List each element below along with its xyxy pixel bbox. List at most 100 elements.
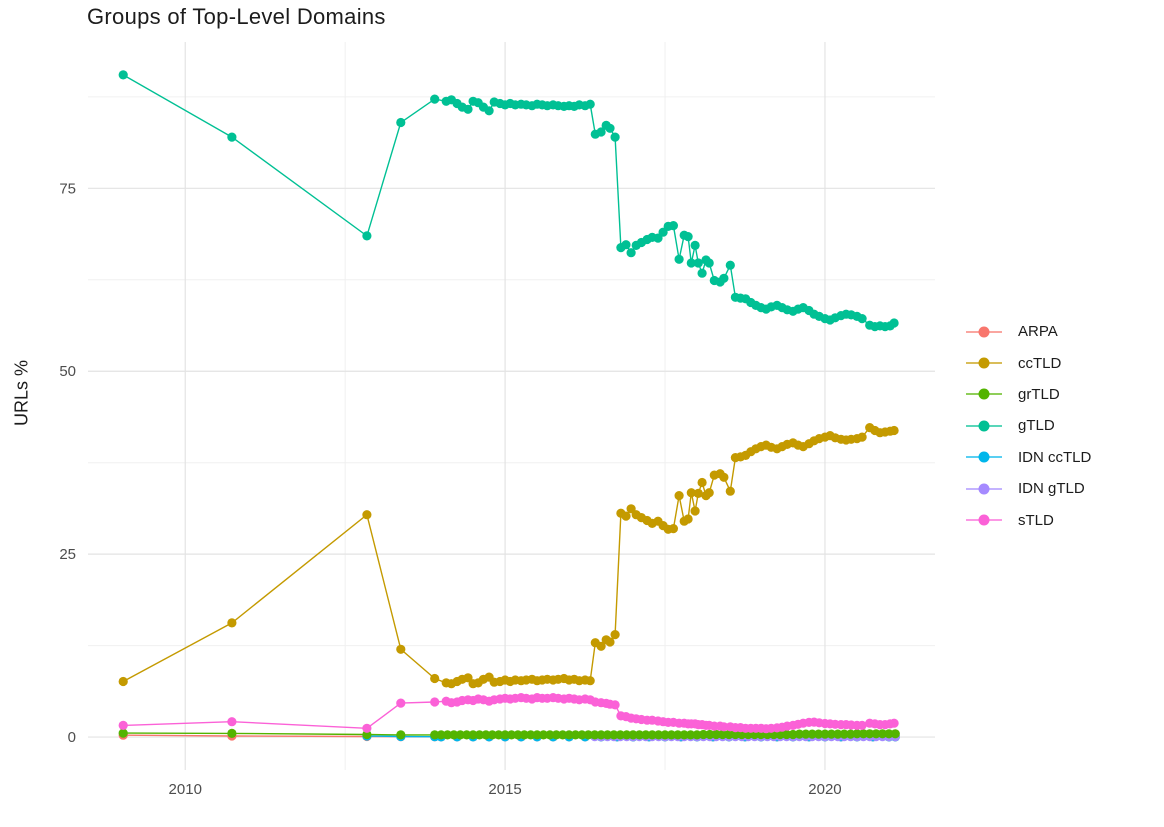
data-point-grtld [826,729,837,739]
data-point-stld [889,718,899,728]
data-point-cctld [686,488,696,498]
data-point-gtld [463,104,473,114]
legend-item-gtld: gTLD [966,410,1091,441]
data-point-gtld [690,240,700,250]
data-point-gtld [697,268,707,278]
data-point-grtld [820,729,830,739]
data-point-stld [227,717,237,727]
legend-key-dot [978,451,990,463]
data-point-grtld [660,730,670,740]
data-point-cctld [719,472,729,482]
data-point-grtld [679,730,689,740]
legend-item-grtld: grTLD [966,379,1091,410]
data-point-gtld [725,260,735,270]
data-point-gtld [118,70,128,80]
data-point-grtld [794,729,805,739]
data-point-grtld [647,730,657,740]
data-point-cctld [889,425,899,436]
legend-label: sTLD [1018,511,1054,529]
data-point-cctld [690,506,700,516]
data-point-grtld [538,730,549,740]
legend-key-dot [978,514,990,526]
data-point-cctld [621,511,631,521]
data-point-stld [118,720,128,731]
data-point-grtld [396,730,406,740]
data-point-grtld [609,730,619,740]
data-point-gtld [674,254,684,264]
data-point-stld [430,697,440,707]
data-point-grtld [526,730,536,740]
legend-key-dot [978,483,990,495]
data-point-cctld [610,630,620,640]
data-point-grtld [666,730,677,740]
legend-key-dot [978,326,990,338]
y-tick-label: 50 [59,363,76,380]
legend-label: gTLD [1018,417,1055,435]
legend: ARPA ccTLD grTLD gTLD IDN ccTLD IDN gTLD sTLD [966,316,1091,536]
data-point-grtld [858,729,869,739]
data-point-cctld [725,486,735,496]
data-point-gtld [610,132,620,142]
data-point-gtld [396,117,406,128]
data-point-cctld [704,488,714,498]
data-point-grtld [877,729,888,739]
data-point-gtld [857,314,867,324]
data-point-gtld [719,273,729,283]
data-point-grtld [686,730,696,740]
data-point-grtld [481,730,491,740]
legend-item-arpa: ARPA [966,316,1091,347]
data-point-grtld [884,729,894,739]
data-point-stld [362,723,372,733]
legend-key-icon [966,417,1002,435]
data-point-gtld [668,221,679,231]
data-point-grtld [711,729,721,740]
data-point-grtld [442,730,453,740]
data-point-grtld [468,730,478,740]
data-point-cctld [605,637,615,647]
data-point-cctld [683,514,693,524]
data-point-gtld [889,318,899,328]
data-point-grtld [782,729,792,740]
data-point-gtld [430,94,440,104]
x-tick-label: 2015 [488,781,521,798]
legend-key-dot [978,357,990,369]
y-tick-label: 75 [59,180,76,197]
data-point-grtld [449,730,459,740]
data-point-grtld [724,729,734,740]
data-point-grtld [615,730,625,740]
data-point-stld [396,698,406,708]
data-point-grtld [577,730,587,740]
data-point-grtld [801,729,811,739]
legend-key-icon [966,385,1002,403]
data-point-gtld [596,127,606,137]
data-point-gtld [362,231,372,241]
data-point-grtld [430,730,440,740]
data-point-cctld [362,510,372,520]
data-point-grtld [590,730,600,740]
data-point-grtld [118,728,128,738]
series-line-gtld [122,74,895,328]
data-point-cctld [396,644,406,654]
data-point-gtld [585,99,595,109]
legend-item-cctld: ccTLD [966,347,1091,378]
data-point-stld [857,720,867,731]
chart-title: Groups of Top-Level Domains [87,4,386,29]
data-point-grtld [545,730,555,740]
data-point-gtld [605,123,615,133]
data-point-gtld [693,258,703,268]
data-point-grtld [474,730,485,740]
legend-key-icon [966,323,1002,341]
data-point-grtld [436,730,446,740]
data-point-grtld [654,730,664,740]
data-point-grtld [513,730,523,740]
data-point-grtld [839,729,849,739]
legend-key-dot [978,388,990,400]
data-point-cctld [227,618,237,628]
data-point-gtld [621,240,631,250]
data-point-grtld [532,730,542,740]
data-point-grtld [596,730,606,740]
data-point-grtld [833,729,843,739]
data-point-cctld [596,641,606,651]
data-point-grtld [583,730,593,740]
legend-label: ARPA [1018,323,1058,341]
